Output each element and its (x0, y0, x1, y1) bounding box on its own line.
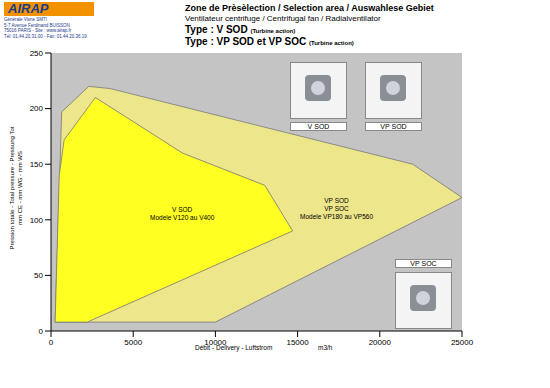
svg-text:250: 250 (30, 49, 44, 58)
html-text:m3/h: m3/h (318, 344, 333, 351)
html-text:VP SOC: VP SOC (410, 260, 437, 267)
svg-text:10000: 10000 (204, 337, 227, 347)
svg-text:100: 100 (30, 216, 44, 225)
svg-text:50: 50 (34, 271, 43, 280)
html-text:VP SOD: VP SOD (324, 197, 349, 204)
html-text:AIRAP: AIRAP (8, 1, 49, 16)
svg-text:20000: 20000 (369, 338, 392, 347)
html-text:Zone de Prèsèlection / Selecti: Zone de Prèsèlection / Selection area / … (185, 3, 434, 13)
html-text:V SOD: V SOD (172, 206, 193, 213)
html-text:Pression totale - Total pressu: Pression totale - Total pressure - Press… (9, 126, 15, 250)
svg-text:0: 0 (39, 327, 44, 336)
html-text:75016 PARIS - Site : www.airap: 75016 PARIS - Site : www.airap.fr (4, 28, 72, 33)
html-text:V SOD: V SOD (307, 123, 330, 130)
html-text:VP SOC: VP SOC (324, 205, 349, 212)
html-text:Tél: 01.44.20.31.00 - Fax: 01.: Tél: 01.44.20.31.00 - Fax: 01.44.20.36.1… (4, 33, 87, 39)
html-text:Type : V SOD (Turbine action): Type : V SOD (Turbine action) (185, 24, 296, 35)
html-text:Débit - Delivery - Luftstrom: Débit - Delivery - Luftstrom (195, 344, 273, 351)
html-text:5-7 Avenue Ferdinand BUISSON: 5-7 Avenue Ferdinand BUISSON (4, 22, 70, 28)
svg-text:200: 200 (30, 104, 44, 113)
html-text:VP SOD: VP SOD (380, 123, 407, 130)
html-text:Ventilateur centrifuge / Centr: Ventilateur centrifuge / Centrifugal fan… (185, 14, 381, 23)
svg-text:15000: 15000 (286, 338, 309, 347)
html-text:Générale Vlsne SMTI: Générale Vlsne SMTI (4, 17, 47, 22)
html-text:Type : VP SOD et VP SOC(Turbin: Type : VP SOD et VP SOC(Turbine action) (185, 36, 354, 47)
html-text:Modele VP180 au VP560: Modele VP180 au VP560 (300, 213, 373, 220)
html-text:Modele V120 au V400: Modele V120 au V400 (150, 214, 215, 221)
svg-text:5000: 5000 (124, 338, 142, 347)
svg-text:150: 150 (30, 160, 44, 169)
svg-text:25000: 25000 (451, 338, 474, 347)
html-text:mm CE - mm WG - mm WS: mm CE - mm WG - mm WS (17, 151, 23, 225)
svg-text:0: 0 (49, 338, 54, 347)
